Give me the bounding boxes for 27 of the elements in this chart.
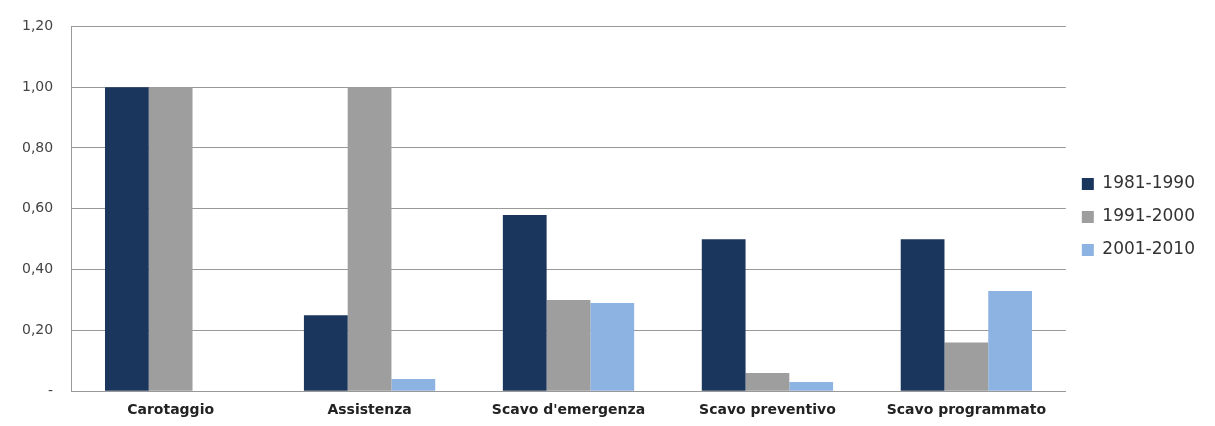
y-tick-label: 0,20 xyxy=(22,321,54,338)
bar xyxy=(988,290,1033,391)
y-tick-label: 0,40 xyxy=(22,260,54,277)
bar xyxy=(789,382,834,391)
bar xyxy=(546,300,591,391)
bar xyxy=(701,239,746,391)
y-tick-label: 1,20 xyxy=(22,17,54,34)
legend-label: 1991-2000 xyxy=(1102,205,1196,226)
y-tick-label: 1,00 xyxy=(22,77,54,94)
y-tick-label: - xyxy=(48,381,54,398)
legend-label: 1981-1990 xyxy=(1102,172,1196,193)
x-tick-label: Scavo programmato xyxy=(886,401,1047,418)
legend-label: 2001-2010 xyxy=(1102,238,1196,259)
bar xyxy=(900,239,945,391)
bar xyxy=(391,379,436,391)
y-tick-label: 0,60 xyxy=(22,199,54,216)
x-tick-label: Scavo preventivo xyxy=(699,401,837,418)
x-tick-label: Scavo d'emergenza xyxy=(491,401,646,418)
bar xyxy=(590,303,635,391)
bar xyxy=(104,87,149,391)
bar xyxy=(944,342,989,391)
bar xyxy=(502,214,547,391)
y-tick-label: 0,80 xyxy=(22,138,54,155)
bar xyxy=(745,372,790,391)
x-tick-label: Assistenza xyxy=(327,401,412,418)
x-tick-label: Carotaggio xyxy=(127,401,215,418)
bar xyxy=(303,315,348,391)
